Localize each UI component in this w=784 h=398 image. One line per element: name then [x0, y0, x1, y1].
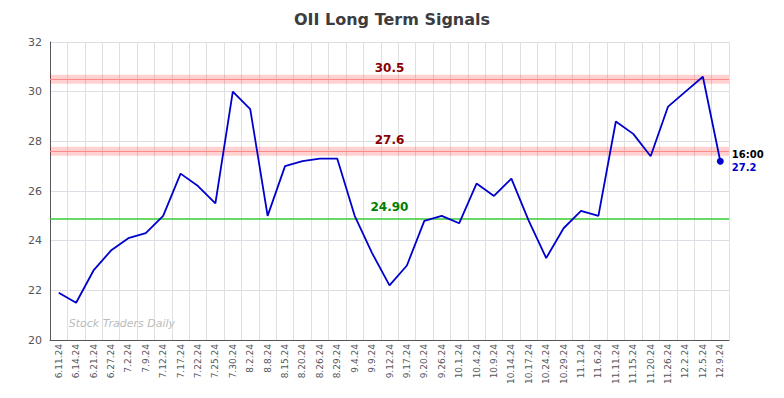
- svg-text:OII Long Term Signals: OII Long Term Signals: [294, 10, 490, 29]
- svg-text:6.27.24: 6.27.24: [106, 344, 116, 379]
- svg-text:8.26.24: 8.26.24: [315, 344, 325, 379]
- svg-text:9.9.24: 9.9.24: [367, 344, 377, 373]
- svg-text:7.17.24: 7.17.24: [176, 344, 186, 379]
- svg-text:9.4.24: 9.4.24: [350, 344, 360, 373]
- svg-text:12.2.24: 12.2.24: [680, 344, 690, 379]
- svg-text:Stock Traders Daily: Stock Traders Daily: [69, 317, 176, 330]
- svg-text:27.6: 27.6: [375, 133, 405, 147]
- svg-text:30: 30: [28, 85, 42, 98]
- svg-text:11.26.24: 11.26.24: [663, 344, 673, 384]
- svg-text:11.15.24: 11.15.24: [628, 344, 638, 384]
- svg-text:6.14.24: 6.14.24: [71, 344, 81, 379]
- svg-text:9.26.24: 9.26.24: [437, 344, 447, 379]
- svg-text:7.2.24: 7.2.24: [123, 344, 133, 373]
- svg-text:8.20.24: 8.20.24: [297, 344, 307, 379]
- svg-text:26: 26: [28, 185, 42, 198]
- svg-text:7.12.24: 7.12.24: [158, 344, 168, 379]
- svg-text:7.30.24: 7.30.24: [228, 344, 238, 379]
- svg-text:7.22.24: 7.22.24: [193, 344, 203, 379]
- svg-text:11.11.24: 11.11.24: [611, 344, 621, 384]
- svg-text:24.90: 24.90: [371, 200, 409, 214]
- svg-text:20: 20: [28, 334, 42, 347]
- svg-text:10.1.24: 10.1.24: [454, 344, 464, 379]
- svg-text:7.9.24: 7.9.24: [141, 344, 151, 373]
- svg-text:10.4.24: 10.4.24: [472, 344, 482, 379]
- svg-text:28: 28: [28, 135, 42, 148]
- svg-text:10.17.24: 10.17.24: [524, 344, 534, 384]
- svg-text:12.5.24: 12.5.24: [698, 344, 708, 379]
- svg-text:24: 24: [28, 234, 42, 247]
- svg-text:6.11.24: 6.11.24: [54, 344, 64, 379]
- svg-text:8.15.24: 8.15.24: [280, 344, 290, 379]
- svg-text:8.29.24: 8.29.24: [332, 344, 342, 379]
- svg-text:11.1.24: 11.1.24: [576, 344, 586, 379]
- svg-text:22: 22: [28, 284, 42, 297]
- svg-text:11.6.24: 11.6.24: [593, 344, 603, 379]
- svg-text:9.20.24: 9.20.24: [419, 344, 429, 379]
- svg-text:27.2: 27.2: [732, 162, 757, 173]
- svg-text:30.5: 30.5: [375, 61, 405, 75]
- svg-text:7.25.24: 7.25.24: [210, 344, 220, 379]
- svg-text:10.14.24: 10.14.24: [506, 344, 516, 384]
- svg-text:12.9.24: 12.9.24: [715, 344, 725, 379]
- svg-text:8.8.24: 8.8.24: [263, 344, 273, 373]
- svg-text:11.20.24: 11.20.24: [646, 344, 656, 384]
- svg-text:9.12.24: 9.12.24: [385, 344, 395, 379]
- svg-text:10.29.24: 10.29.24: [559, 344, 569, 384]
- svg-text:10.9.24: 10.9.24: [489, 344, 499, 379]
- svg-text:10.24.24: 10.24.24: [541, 344, 551, 384]
- svg-text:8.2.24: 8.2.24: [245, 344, 255, 373]
- svg-text:32: 32: [28, 36, 42, 49]
- svg-text:9.17.24: 9.17.24: [402, 344, 412, 379]
- svg-text:6.21.24: 6.21.24: [89, 344, 99, 379]
- svg-text:16:00: 16:00: [732, 149, 764, 160]
